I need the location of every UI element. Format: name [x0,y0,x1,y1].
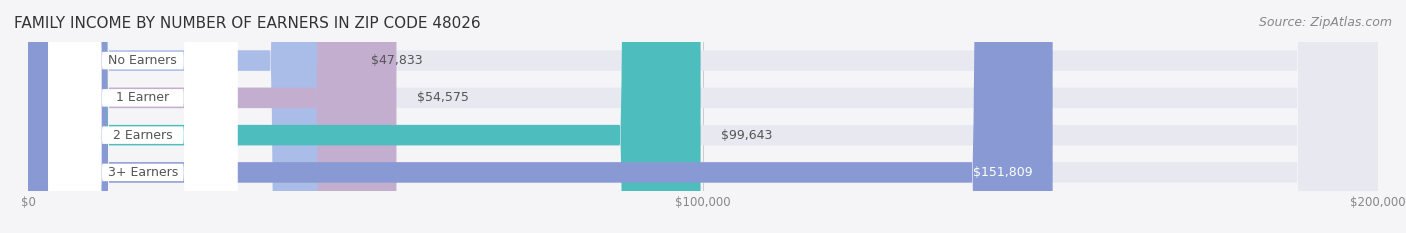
Text: $99,643: $99,643 [721,129,772,142]
FancyBboxPatch shape [28,0,700,233]
Text: $54,575: $54,575 [416,91,468,104]
Text: 2 Earners: 2 Earners [112,129,173,142]
Text: 3+ Earners: 3+ Earners [108,166,179,179]
FancyBboxPatch shape [28,0,1053,233]
FancyBboxPatch shape [28,0,1378,233]
FancyBboxPatch shape [48,0,238,233]
Text: $151,809: $151,809 [973,166,1032,179]
FancyBboxPatch shape [28,0,1378,233]
FancyBboxPatch shape [48,0,238,233]
Text: No Earners: No Earners [108,54,177,67]
Text: Source: ZipAtlas.com: Source: ZipAtlas.com [1258,16,1392,29]
FancyBboxPatch shape [28,0,352,233]
FancyBboxPatch shape [48,0,238,233]
Text: $47,833: $47,833 [371,54,423,67]
FancyBboxPatch shape [28,0,1378,233]
Text: 1 Earner: 1 Earner [117,91,169,104]
FancyBboxPatch shape [28,0,1378,233]
Text: FAMILY INCOME BY NUMBER OF EARNERS IN ZIP CODE 48026: FAMILY INCOME BY NUMBER OF EARNERS IN ZI… [14,16,481,31]
FancyBboxPatch shape [28,0,396,233]
FancyBboxPatch shape [48,0,238,233]
